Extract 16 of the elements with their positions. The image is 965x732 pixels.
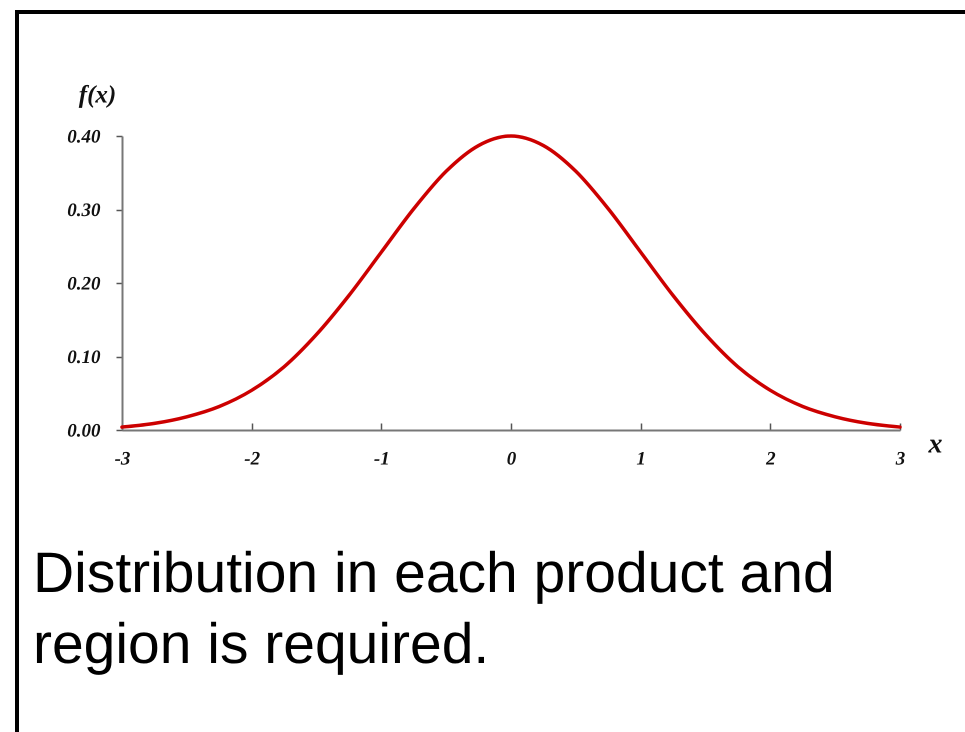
x-tick-label: 3 [894,448,906,470]
y-tick-label: 0.20 [67,274,101,294]
x-tick-label: -2 [244,448,261,470]
y-tick-label: 0.00 [67,420,101,442]
x-tick-label: 0 [506,448,517,470]
line-series [120,134,902,429]
x-tick-label: 2 [765,448,776,470]
y-tick-label: 0.30 [67,200,101,221]
x-axis-title: x [928,428,942,460]
x-tick-label: -1 [374,448,390,470]
text: Distribution in each product and region is required. [33,540,836,678]
y-tick-label: 0.40 [67,126,101,148]
y-tick-label: 0.10 [67,347,101,368]
x-tick-label: 1 [636,448,646,470]
y-axis-title: f(x) [78,82,116,108]
x-tick-label: -3 [114,448,130,470]
